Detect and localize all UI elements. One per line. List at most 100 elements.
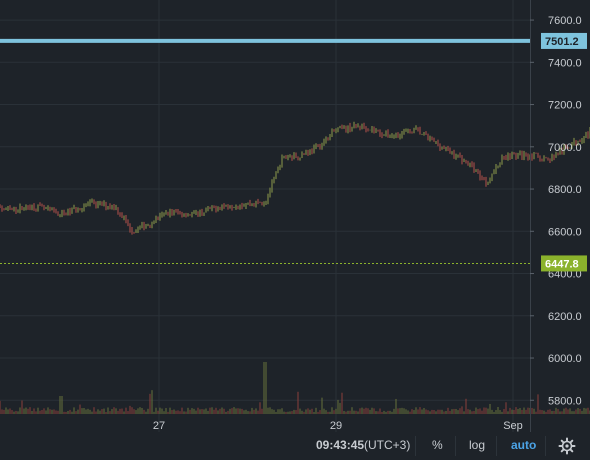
volume-bar (547, 409, 549, 414)
volume-bar (501, 411, 503, 414)
volume-bar (415, 407, 417, 414)
volume-bar (457, 410, 459, 414)
volume-bar (117, 410, 119, 414)
volume-bar (21, 400, 23, 414)
price-lines (0, 38, 530, 264)
volume-bar (515, 407, 517, 414)
volume-bar (417, 409, 419, 414)
volume-bar (393, 408, 395, 414)
volume-bar (363, 408, 365, 414)
percent-scale-toggle[interactable]: % (432, 438, 443, 452)
volume-bars (0, 362, 590, 414)
volume-bar (73, 407, 75, 414)
volume-bar (51, 409, 53, 414)
time-axis[interactable]: 252729Sep357 (0, 420, 590, 432)
volume-bar (329, 411, 331, 414)
toolbar-divider (415, 436, 416, 456)
volume-bar (197, 407, 199, 414)
volume-bar (249, 411, 251, 414)
volume-bar (37, 407, 39, 414)
volume-bar (55, 410, 57, 414)
volume-bar (19, 407, 21, 414)
volume-bar (445, 410, 447, 414)
volume-bar (27, 408, 29, 414)
volume-bar (75, 411, 77, 414)
volume-bar (359, 408, 361, 414)
time-tick-label: 27 (153, 420, 165, 432)
volume-bar (397, 408, 399, 414)
volume-bar (169, 407, 171, 414)
volume-bar (203, 409, 205, 414)
volume-bar (265, 362, 267, 414)
clock-time: 09:43:45 (316, 438, 365, 452)
volume-bar (233, 407, 235, 414)
volume-bar (59, 396, 61, 414)
volume-bar (505, 402, 507, 414)
volume-bar (315, 407, 317, 414)
volume-bar (179, 411, 181, 414)
volume-bar (565, 407, 567, 414)
volume-bar (291, 411, 293, 414)
volume-bar (33, 408, 35, 414)
volume-bar (459, 408, 461, 414)
volume-bar (405, 409, 407, 414)
volume-bar (1, 409, 3, 414)
volume-bar (523, 407, 525, 414)
volume-bar (237, 408, 239, 414)
volume-bar (521, 409, 523, 414)
volume-bar (351, 407, 353, 414)
volume-bar (395, 398, 397, 414)
clock-timezone[interactable]: (UTC+3) (364, 438, 411, 452)
volume-bar (85, 409, 87, 414)
gear-icon[interactable] (558, 437, 576, 455)
volume-bar (381, 411, 383, 414)
volume-bar (15, 410, 17, 414)
volume-bar (273, 409, 275, 414)
volume-bar (575, 409, 577, 414)
volume-bar (285, 411, 287, 414)
volume-bar (9, 408, 11, 414)
volume-bar (339, 402, 341, 414)
volume-bar (23, 408, 25, 414)
volume-bar (379, 408, 381, 414)
volume-bar (161, 408, 163, 414)
volume-bar (559, 411, 561, 414)
volume-bar (87, 408, 89, 414)
volume-bar (257, 410, 259, 414)
volume-bar (95, 411, 97, 414)
volume-bar (349, 410, 351, 414)
volume-bar (453, 408, 455, 414)
volume-bar (159, 407, 161, 414)
volume-bar (13, 411, 15, 414)
volume-bar (563, 408, 565, 414)
volume-bar (153, 411, 155, 414)
volume-bar (525, 409, 527, 414)
volume-bar (187, 407, 189, 414)
volume-bar (297, 391, 299, 414)
log-scale-toggle[interactable]: log (469, 438, 486, 452)
volume-bar (163, 411, 165, 414)
volume-bar (83, 407, 85, 414)
price-axis[interactable]: 5800.0 6000.0 6200.0 6400.0 6600.0 6800.0 7000… (530, 0, 582, 432)
volume-bar (355, 410, 357, 414)
volume-bar (419, 407, 421, 414)
volume-bar (313, 411, 315, 414)
volume-bar (77, 409, 79, 414)
volume-bar (493, 411, 495, 414)
volume-bar (499, 410, 501, 414)
volume-bar (53, 409, 55, 414)
volume-bar (467, 409, 469, 414)
price-tick-label: 6000.0 (548, 353, 582, 365)
volume-bar (331, 407, 333, 414)
volume-bar (283, 411, 285, 414)
volume-bar (509, 407, 511, 414)
volume-bar (145, 411, 147, 414)
volume-bar (587, 407, 589, 414)
volume-bar (195, 410, 197, 414)
auto-scale-toggle[interactable]: auto (511, 438, 537, 452)
volume-bar (567, 409, 569, 414)
volume-bar (295, 410, 297, 414)
toolbar-divider (496, 436, 497, 456)
volume-bar (411, 409, 413, 414)
